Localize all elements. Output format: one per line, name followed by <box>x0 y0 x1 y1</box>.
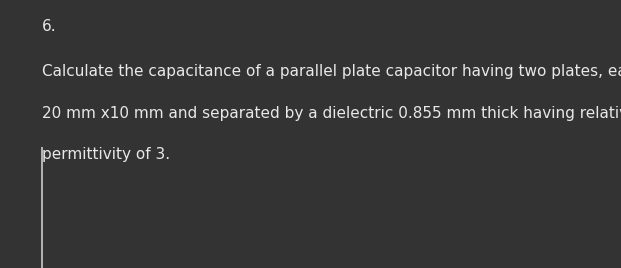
Text: permittivity of 3.: permittivity of 3. <box>42 147 170 162</box>
Text: Calculate the capacitance of a parallel plate capacitor having two plates, each: Calculate the capacitance of a parallel … <box>42 64 621 79</box>
Text: 20 mm x10 mm and separated by a dielectric 0.855 mm thick having relative: 20 mm x10 mm and separated by a dielectr… <box>42 106 621 121</box>
Text: 6.: 6. <box>42 19 57 34</box>
